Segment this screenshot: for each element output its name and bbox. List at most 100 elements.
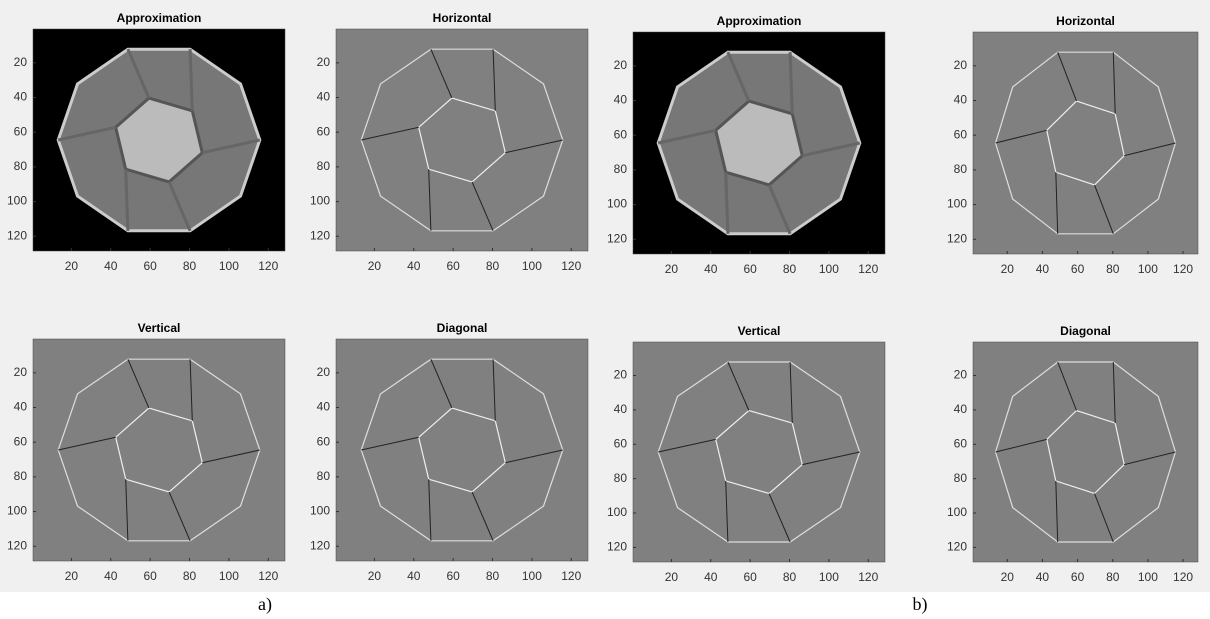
x-tick-label: 120 [258,569,278,583]
x-tick-label: 60 [446,259,460,273]
y-tick-label: 40 [614,93,628,107]
x-tick-label: 60 [743,262,757,276]
y-tick-label: 100 [310,194,330,208]
x-tick-label: 120 [561,569,581,583]
y-tick-label: 60 [14,434,28,448]
x-tick-label: 120 [258,259,278,273]
x-tick-label: 80 [183,569,197,583]
x-tick-label: 120 [858,570,878,584]
y-tick-label: 80 [14,159,28,173]
panel-title: Vertical [738,324,781,338]
x-tick-label: 100 [1138,262,1158,276]
image [336,339,588,561]
x-tick-label: 120 [1173,570,1193,584]
y-tick-label: 80 [954,471,968,485]
y-tick-label: 100 [607,197,627,211]
y-tick-label: 80 [14,469,28,483]
x-tick-label: 60 [446,569,460,583]
y-tick-label: 100 [310,504,330,518]
y-tick-label: 120 [310,228,330,242]
x-tick-label: 40 [104,569,118,583]
y-tick-label: 120 [7,538,27,552]
x-tick-label: 60 [1071,570,1085,584]
y-tick-label: 20 [317,365,331,379]
x-tick-label: 40 [407,259,421,273]
y-tick-label: 40 [317,90,331,104]
x-tick-label: 100 [219,259,239,273]
x-tick-label: 60 [143,569,157,583]
y-tick-label: 60 [317,434,331,448]
y-tick-label: 60 [14,124,28,138]
y-tick-label: 80 [614,162,628,176]
y-tick-label: 20 [14,365,28,379]
caption: b) [913,594,928,615]
image [336,29,588,251]
x-tick-label: 20 [368,259,382,273]
y-tick-label: 80 [317,159,331,173]
y-tick-label: 60 [954,127,968,141]
x-tick-label: 80 [486,259,500,273]
x-tick-label: 40 [704,570,718,584]
x-tick-label: 80 [783,262,797,276]
x-tick-label: 120 [1173,262,1193,276]
x-tick-label: 80 [1106,570,1120,584]
x-tick-label: 40 [407,569,421,583]
y-tick-label: 80 [317,469,331,483]
y-tick-label: 20 [614,58,628,72]
y-tick-label: 40 [954,402,968,416]
y-tick-label: 20 [954,368,968,382]
panel-title: Diagonal [437,321,488,335]
y-tick-label: 80 [614,471,628,485]
x-tick-label: 20 [368,569,382,583]
x-tick-label: 100 [522,259,542,273]
x-tick-label: 100 [819,570,839,584]
image [973,32,1198,254]
image [633,342,885,562]
x-tick-label: 40 [704,262,718,276]
x-tick-label: 60 [1071,262,1085,276]
x-tick-label: 80 [1106,262,1120,276]
y-tick-label: 100 [607,505,627,519]
x-tick-label: 100 [522,569,542,583]
x-tick-label: 40 [1036,262,1050,276]
y-tick-label: 100 [7,504,27,518]
y-tick-label: 20 [317,55,331,69]
y-tick-label: 20 [614,368,628,382]
panel-title: Diagonal [1060,324,1111,338]
panel-title: Horizontal [1056,14,1115,28]
y-tick-label: 60 [614,127,628,141]
y-tick-label: 120 [947,231,967,245]
y-tick-label: 20 [14,55,28,69]
x-tick-label: 20 [65,569,79,583]
y-tick-label: 120 [310,538,330,552]
y-tick-label: 100 [947,197,967,211]
x-tick-label: 60 [743,570,757,584]
y-tick-label: 40 [14,400,28,414]
x-tick-label: 100 [219,569,239,583]
x-tick-label: 40 [1036,570,1050,584]
x-tick-label: 80 [486,569,500,583]
y-tick-label: 120 [7,228,27,242]
caption: a) [258,594,272,615]
y-tick-label: 40 [317,400,331,414]
x-tick-label: 40 [104,259,118,273]
x-tick-label: 80 [183,259,197,273]
panel-title: Approximation [117,11,202,25]
x-tick-label: 20 [665,570,679,584]
y-tick-label: 100 [947,505,967,519]
y-tick-label: 80 [954,162,968,176]
x-tick-label: 100 [1138,570,1158,584]
image [973,342,1198,562]
x-tick-label: 20 [1001,570,1015,584]
x-tick-label: 100 [819,262,839,276]
panel-title: Horizontal [433,11,492,25]
x-tick-label: 120 [561,259,581,273]
y-tick-label: 60 [614,436,628,450]
y-tick-label: 120 [607,231,627,245]
x-tick-label: 20 [65,259,79,273]
y-tick-label: 120 [947,540,967,554]
y-tick-label: 60 [954,436,968,450]
y-tick-label: 100 [7,194,27,208]
x-tick-label: 80 [783,570,797,584]
y-tick-label: 60 [317,124,331,138]
